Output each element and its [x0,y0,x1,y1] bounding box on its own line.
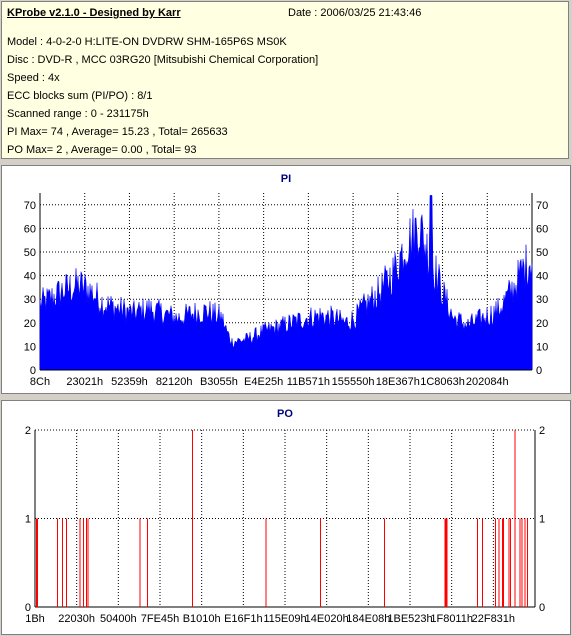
po-xtick-label: E16F1h [224,613,263,625]
po-ytick-left: 2 [25,425,31,437]
pi-ytick-right: 30 [536,294,548,306]
disc-info: Disc : DVD-R , MCC 03RG20 [Mitsubishi Ch… [7,54,319,66]
pi-ytick-left: 10 [24,341,36,353]
po-stats: PO Max= 2 , Average= 0.00 , Total= 93 [7,144,197,156]
pi-xtick-label: 82120h [156,376,193,388]
pi-chart: PI 0 0 10 10 20 20 30 30 40 40 50 50 60 60 70 70 8Ch 23021… [24,173,549,388]
ecc-info: ECC blocks sum (PI/PO) : 8/1 [7,90,153,102]
pi-chart-title: PI [281,173,291,185]
po-xtick-label: 50400h [100,613,137,625]
po-xtick-label: 1BE523h [387,613,432,625]
pi-xtick-label: 1C8063h [420,376,465,388]
po-chart-panel: PO 0 0 1 1 2 2 1Bh 22030h 50400h 7FE45h B1010h E16F1… [1,400,571,635]
po-chart-title: PO [277,408,293,420]
pi-xtick-label: 8Ch [30,376,50,388]
pi-stats: PI Max= 74 , Average= 15.23 , Total= 265… [7,126,228,138]
pi-ytick-left: 20 [24,318,36,330]
po-xtick-label: 1F8011h [430,613,473,625]
pi-xtick-label: 18E367h [376,376,420,388]
info-panel: KProbe v2.1.0 - Designed by Karr Date : … [1,1,569,159]
pi-xtick-label: 11B571h [287,376,330,388]
pi-ytick-left: 50 [24,247,36,259]
pi-ytick-right: 60 [536,223,548,235]
po-ytick-right: 0 [539,602,545,614]
po-xtick-label: 184E08h [346,613,390,625]
po-xtick-label: 7FE45h [141,613,180,625]
app-title: KProbe v2.1.0 - Designed by Karr [7,7,181,19]
po-chart: PO 0 0 1 1 2 2 1Bh 22030h 50400h 7FE45h B1010h E16F1… [25,408,545,625]
po-xtick-label: 14E020h [305,613,349,625]
drive-model: Model : 4-0-2-0 H:LITE-ON DVDRW SHM-165P… [7,36,287,48]
pi-ytick-left: 40 [24,271,36,283]
speed-info: Speed : 4x [7,72,60,84]
pi-xtick-label: 23021h [66,376,103,388]
pi-xtick-label: E4E25h [244,376,283,388]
po-xtick-label: 22030h [58,613,95,625]
po-ytick-right: 1 [539,514,545,526]
range-info: Scanned range : 0 - 231175h [7,108,149,120]
pi-xtick-label: B3055h [200,376,238,388]
po-xtick-label: 115E09h [263,613,306,625]
pi-ytick-left: 70 [24,200,36,212]
pi-xtick-label: 52359h [111,376,148,388]
pi-xtick-label: 202084h [466,376,509,388]
scan-date: Date : 2006/03/25 21:43:46 [288,7,422,19]
pi-ytick-left: 30 [24,294,36,306]
pi-chart-panel: PI 0 0 10 10 20 20 30 30 40 40 50 50 60 60 70 70 8Ch 23021… [1,165,571,394]
pi-ytick-right: 70 [536,200,548,212]
po-ytick-right: 2 [539,425,545,437]
pi-ytick-left: 60 [24,223,36,235]
pi-ytick-left: 0 [30,365,36,377]
pi-ytick-right: 40 [536,271,548,283]
po-ytick-left: 1 [25,514,31,526]
po-xtick-label: 22F831h [472,613,515,625]
pi-ytick-right: 50 [536,247,548,259]
pi-xtick-label: 155550h [332,376,375,388]
pi-ytick-right: 10 [536,341,548,353]
pi-ytick-right: 0 [536,365,542,377]
po-ytick-left: 0 [25,602,31,614]
po-xtick-label: B1010h [183,613,221,625]
pi-series-area [39,195,533,371]
pi-ytick-right: 20 [536,318,548,330]
po-xtick-label: 1Bh [25,613,45,625]
